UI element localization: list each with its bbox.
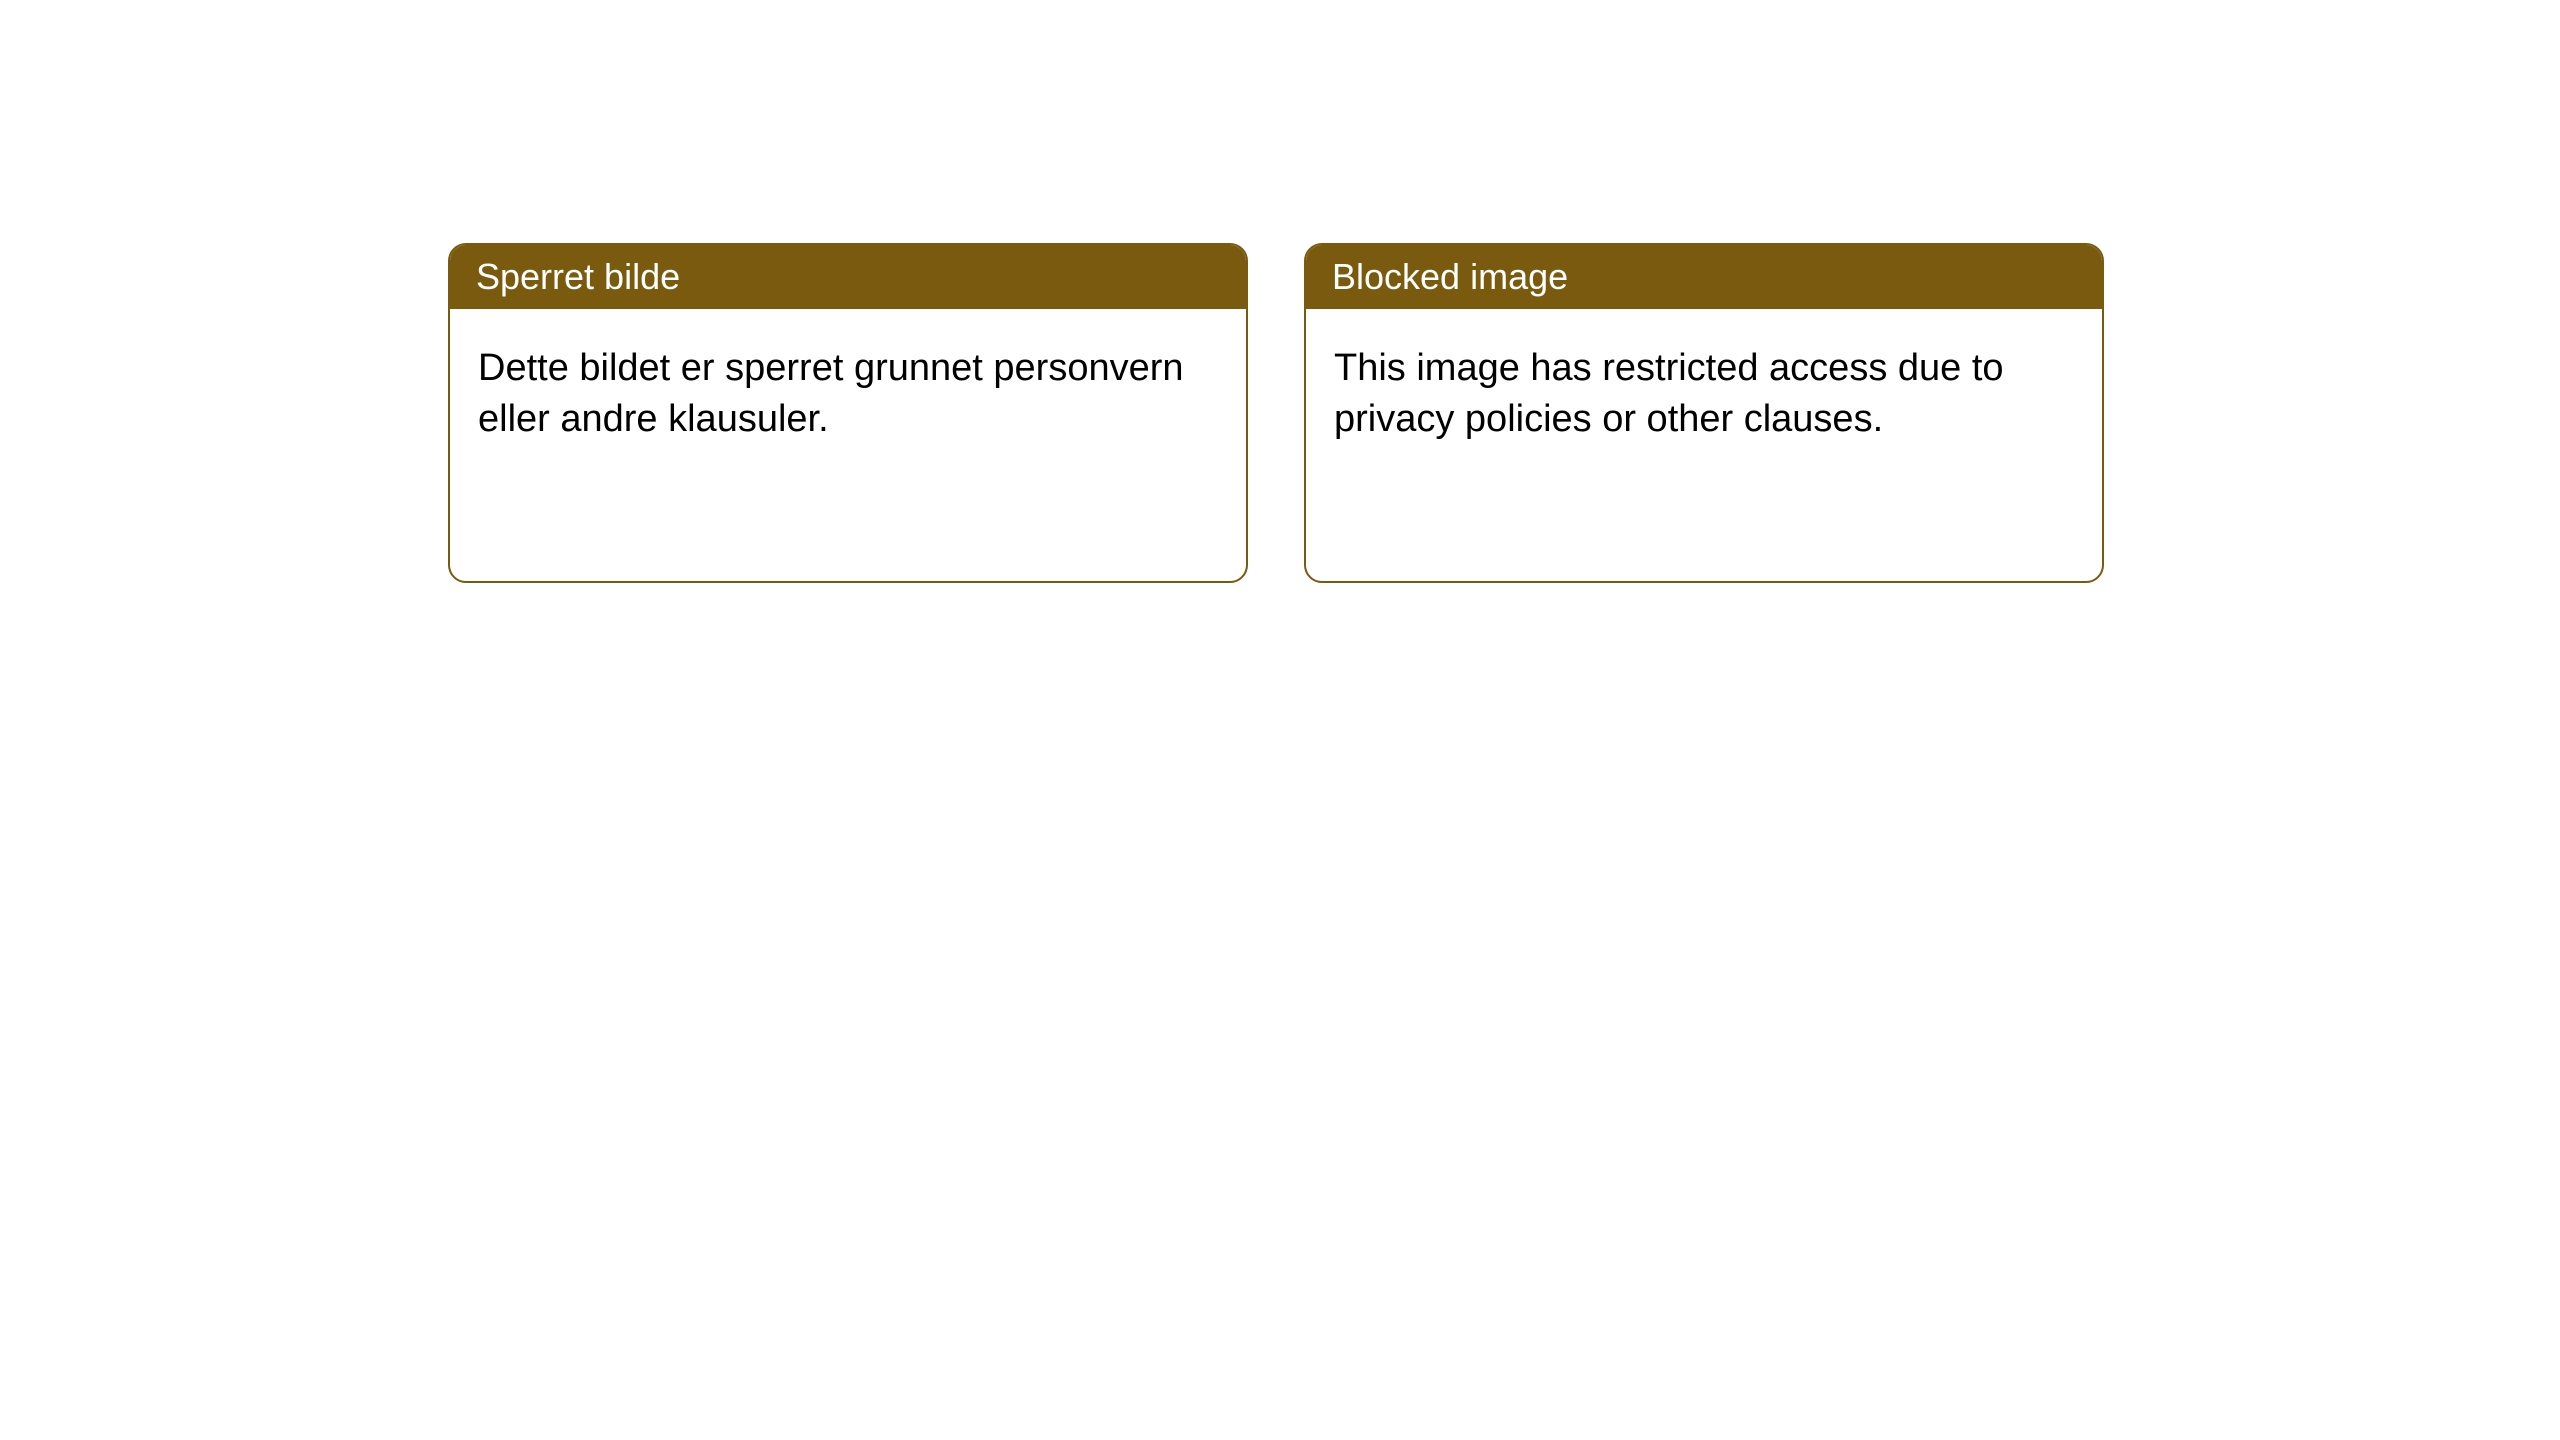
notice-title-no: Sperret bilde [476, 256, 680, 297]
notice-card-en: Blocked image This image has restricted … [1304, 243, 2104, 583]
notice-title-en: Blocked image [1332, 256, 1568, 297]
notice-header-no: Sperret bilde [450, 245, 1246, 309]
notice-header-en: Blocked image [1306, 245, 2102, 309]
notice-body-no: Dette bildet er sperret grunnet personve… [450, 309, 1246, 581]
notice-container: Sperret bilde Dette bildet er sperret gr… [448, 243, 2104, 583]
notice-text-en: This image has restricted access due to … [1334, 343, 2074, 446]
notice-card-no: Sperret bilde Dette bildet er sperret gr… [448, 243, 1248, 583]
notice-body-en: This image has restricted access due to … [1306, 309, 2102, 581]
notice-text-no: Dette bildet er sperret grunnet personve… [478, 343, 1218, 446]
